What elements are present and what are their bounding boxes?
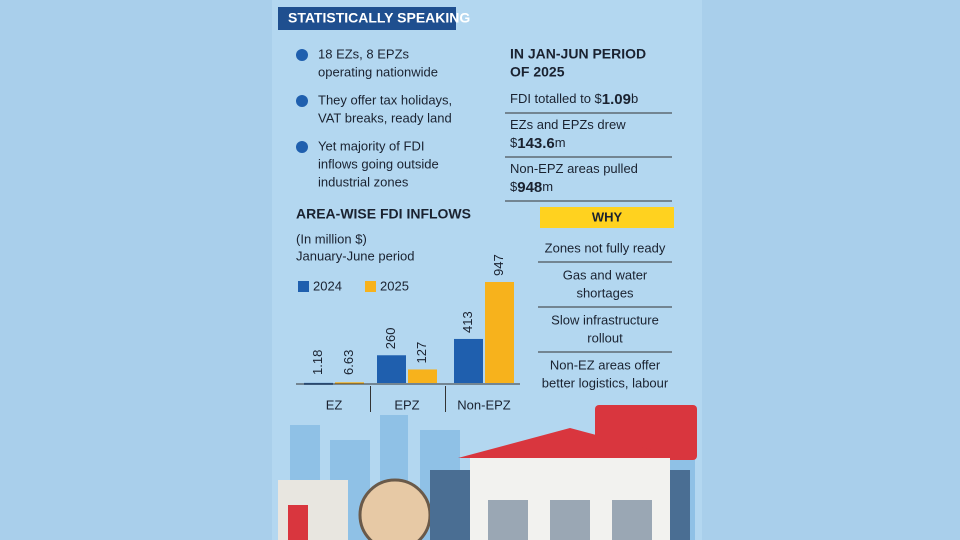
stat-value: 143.6: [517, 135, 555, 152]
door: [612, 500, 652, 540]
why-text: Zones not fully ready: [545, 240, 666, 255]
period-title: IN JAN-JUN PERIOD: [510, 46, 646, 62]
stat-text: $: [510, 179, 518, 194]
shelf: [430, 470, 475, 540]
bar: [377, 355, 406, 383]
title-box: [278, 7, 456, 30]
bar: [335, 382, 364, 385]
why-box: [540, 207, 674, 228]
bullet-text: 18 EZs, 8 EPZs: [318, 46, 410, 61]
bullet-icon: [296, 49, 308, 61]
value-label: 413: [460, 311, 475, 333]
stat-unit: m: [542, 179, 553, 194]
stat-value: 948: [517, 179, 542, 196]
bullet-icon: [296, 95, 308, 107]
bullet-text: They offer tax holidays,: [318, 92, 452, 107]
door: [488, 500, 528, 540]
illustration: [278, 405, 697, 540]
why-text: shortages: [576, 285, 634, 300]
stat-text: Non-EPZ areas pulled: [510, 161, 638, 176]
value-label: 260: [383, 328, 398, 350]
tank: [358, 478, 432, 540]
stat-value: 1.09: [602, 91, 631, 108]
x-tick-label: EPZ: [394, 397, 419, 412]
stat-text: EZs and EPZs drew: [510, 117, 626, 132]
value-label: 1.18: [310, 350, 325, 375]
value-label: 947: [491, 254, 506, 276]
bullet-icon: [296, 141, 308, 153]
x-tick-label: Non-EPZ: [457, 397, 511, 412]
legend-label: 2024: [313, 278, 342, 293]
bar: [485, 282, 514, 383]
door: [550, 500, 590, 540]
why-text: better logistics, labour: [542, 375, 669, 390]
chart-subtitle: (In million $): [296, 231, 367, 246]
door: [288, 505, 308, 540]
bullet-text: VAT breaks, ready land: [318, 110, 452, 125]
bullet-text: Yet majority of FDI: [318, 138, 424, 153]
period-title: OF 2025: [510, 64, 565, 80]
why-text: Slow infrastructure: [551, 312, 659, 327]
chart-subtitle: January-June period: [296, 248, 415, 263]
why-title: WHY: [592, 209, 623, 224]
stat-text: FDI totalled to $1.09b: [510, 91, 638, 108]
stat-text: $948m: [510, 179, 553, 196]
stat-text: FDI totalled to $: [510, 91, 603, 106]
legend-swatch: [365, 281, 376, 292]
bar: [454, 338, 483, 383]
value-label: 127: [414, 342, 429, 364]
bullet-text: operating nationwide: [318, 64, 438, 79]
legend-swatch: [298, 281, 309, 292]
stat-unit: b: [631, 91, 638, 106]
why-text: Non-EZ areas offer: [550, 357, 661, 372]
why-text: Gas and water: [563, 267, 648, 282]
title: STATISTICALLY SPEAKING: [288, 10, 470, 26]
stat-text: EZs and EPZs drew: [510, 117, 626, 132]
legend-label: 2025: [380, 278, 409, 293]
chart-title: AREA-WISE FDI INFLOWS: [296, 206, 471, 222]
stat-text: $: [510, 135, 518, 150]
bullet-text: industrial zones: [318, 174, 409, 189]
value-label: 6.63: [341, 350, 356, 375]
x-tick-label: EZ: [326, 397, 343, 412]
bullet-text: inflows going outside: [318, 156, 439, 171]
bar: [408, 369, 437, 383]
stat-unit: m: [555, 135, 566, 150]
stat-text: $143.6m: [510, 135, 566, 152]
roof: [458, 428, 682, 458]
why-text: rollout: [587, 330, 623, 345]
stat-text: Non-EPZ areas pulled: [510, 161, 638, 176]
